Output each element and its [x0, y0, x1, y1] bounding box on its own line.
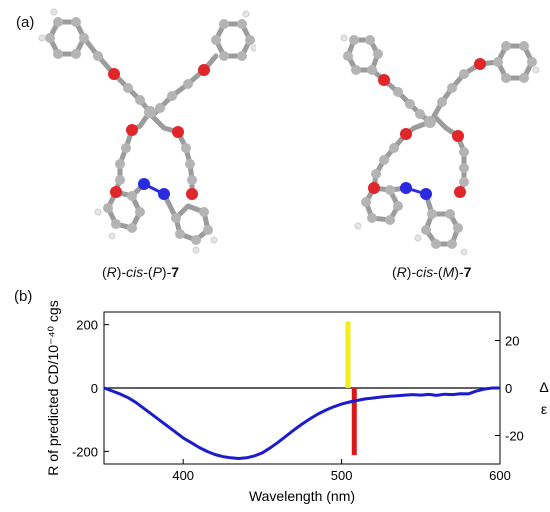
- y-right-tick-label-20: 20: [505, 334, 519, 349]
- x-tick-label-600: 600: [489, 468, 511, 483]
- y-right-tick-label-0: 0: [505, 381, 512, 396]
- y-right-tick-label--20: -20: [505, 429, 524, 444]
- x-tick-label-500: 500: [331, 468, 353, 483]
- y-left-tick-label-200: 200: [76, 318, 98, 333]
- y-left-axis-label: R of predicted CD/10⁻⁴⁰ cgs: [45, 300, 61, 475]
- panel-a-label: (a): [16, 14, 34, 31]
- x-tick-label-400: 400: [172, 468, 194, 483]
- cd-spectrum-line: [104, 388, 500, 459]
- y-left-tick-label--200: -200: [72, 444, 98, 459]
- molecule-structure-2: [340, 16, 540, 266]
- y-right-axis-label-delta: Δ: [539, 379, 548, 395]
- molecule-structure-1: [36, 8, 256, 258]
- molecule-label-2: (R)-cis-(M)-7: [392, 264, 471, 280]
- x-axis-label: Wavelength (nm): [249, 488, 355, 504]
- y-right-axis-label-epsilon: ε: [541, 401, 547, 417]
- y-left-tick-label-0: 0: [91, 381, 98, 396]
- molecule-label-1: (R)-cis-(P)-7: [102, 264, 179, 280]
